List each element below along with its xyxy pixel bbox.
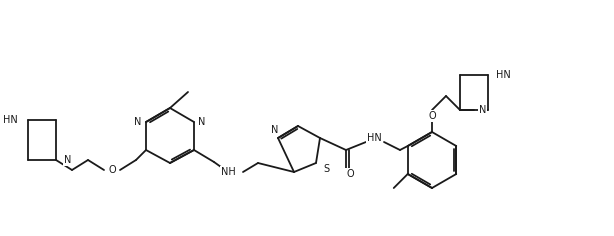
Text: NH: NH (220, 167, 235, 177)
Text: O: O (428, 111, 436, 121)
Text: N: N (198, 117, 206, 127)
Text: O: O (346, 169, 354, 179)
Text: N: N (64, 155, 71, 165)
Text: HN: HN (367, 133, 381, 143)
Text: N: N (271, 125, 279, 135)
Text: O: O (108, 165, 116, 175)
Text: HN: HN (496, 70, 511, 80)
Text: S: S (323, 164, 329, 174)
Text: N: N (479, 105, 486, 115)
Text: HN: HN (3, 115, 18, 125)
Text: N: N (134, 117, 142, 127)
